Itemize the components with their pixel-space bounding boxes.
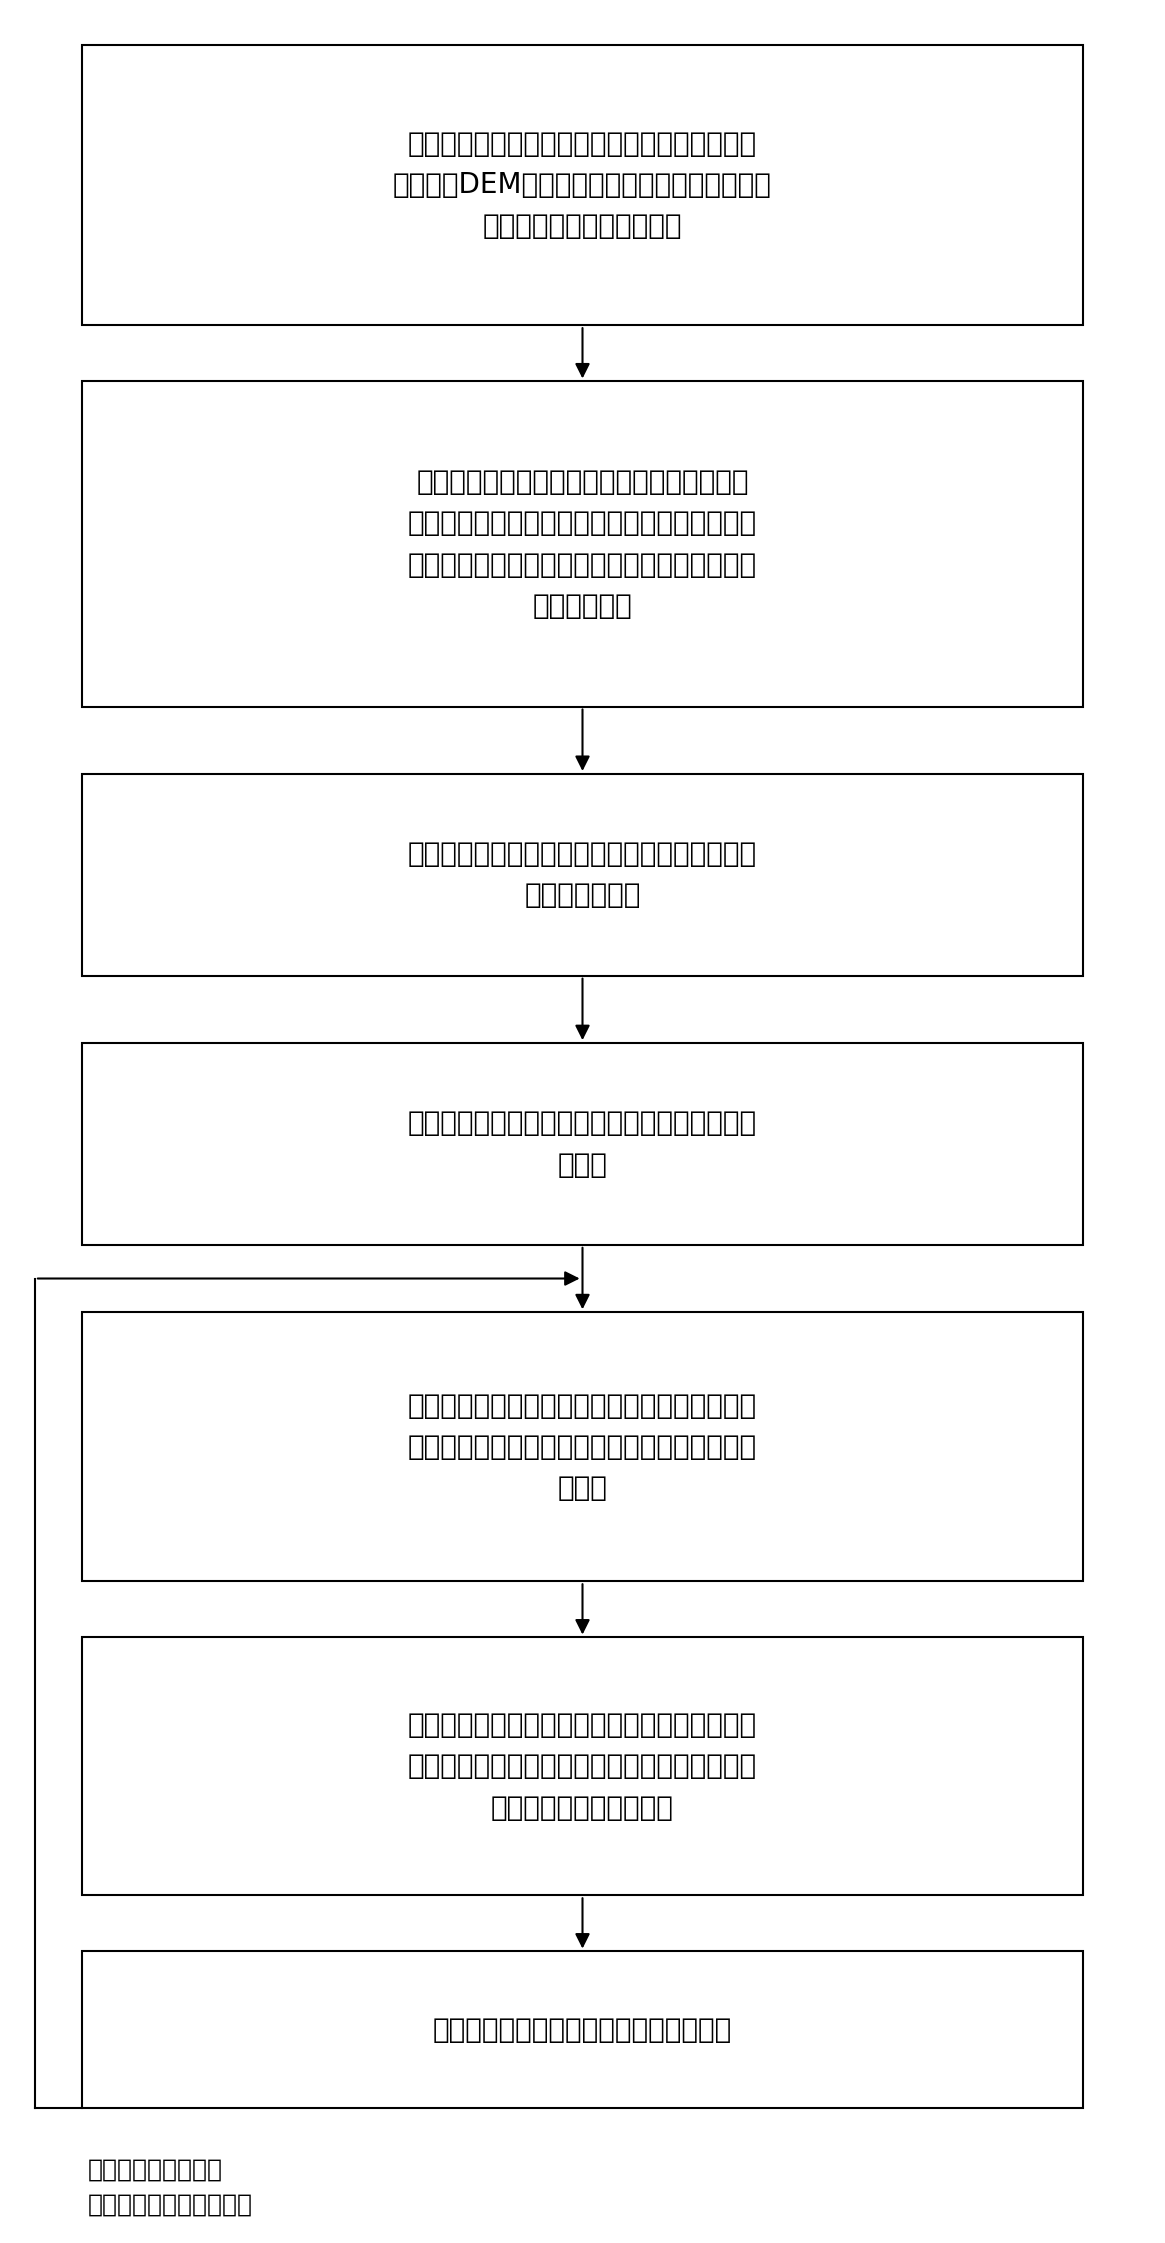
Bar [82,1043,1083,1245]
Text: 提取沟道栅格，设置沟道长度阈值，剔除伪沟
道。统计沟道数量和平均长度。计算栅格汇流属
性，并统计各等高带内坡面、沟道、河道径流分
配系数等参数: 提取沟道栅格，设置沟道长度阈值，剔除伪沟 道。统计沟道数量和平均长度。计算栅格汇… [408,469,757,619]
Bar [82,381,1083,707]
Bar [82,1951,1083,2108]
Text: 采用子流域套等高带的方式作为模型基本计算单
元，基于DEM将子流域根据高程划分成数目不等
的等高带，并统计相关参数: 采用子流域套等高带的方式作为模型基本计算单 元，基于DEM将子流域根据高程划分成… [393,130,772,240]
Bar [82,1637,1083,1895]
Text: 对等高带内的淤地坝进行概化，并统计淤地坝相
关参数: 对等高带内的淤地坝进行概化，并统计淤地坝相 关参数 [408,1110,757,1178]
Bar [82,45,1083,325]
Text: 重复直到所有时间、
所有子流域汇流模拟结束: 重复直到所有时间、 所有子流域汇流模拟结束 [87,2158,253,2216]
Text: 对等高带内的梯田进行概化，并计算梯田对坡面
径流的拦截比例: 对等高带内的梯田进行概化，并计算梯田对坡面 径流的拦截比例 [408,841,757,908]
Bar [82,1312,1083,1581]
Text: 采用运动波方程对各等高带坡面径流过程进行模
拟，根据梯田水量平衡模拟梯田对坡面径流的调
蓄作用: 采用运动波方程对各等高带坡面径流过程进行模 拟，根据梯田水量平衡模拟梯田对坡面径… [408,1391,757,1503]
Text: 采用运动波方程模拟单条沟道汇流过程，并根据
淤地坝水量平衡模拟淤地坝对沟道汇流过程的调
蓄作用，修正沟道汇流量: 采用运动波方程模拟单条沟道汇流过程，并根据 淤地坝水量平衡模拟淤地坝对沟道汇流过… [408,1711,757,1821]
Bar [82,774,1083,976]
Text: 采用运动波方程对河道汇流过程进行模拟: 采用运动波方程对河道汇流过程进行模拟 [433,2016,732,2043]
